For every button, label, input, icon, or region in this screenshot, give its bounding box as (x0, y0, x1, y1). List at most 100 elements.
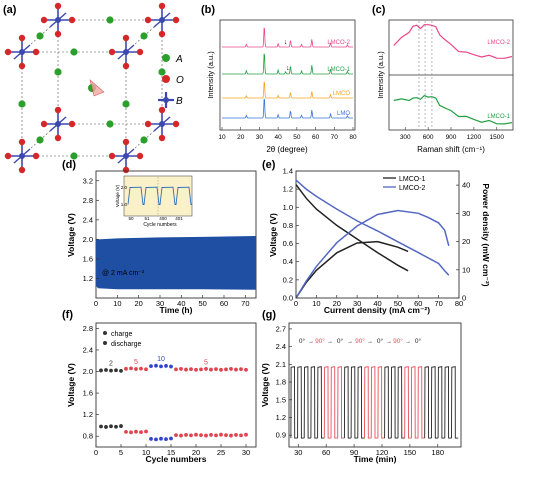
charge-point (214, 367, 218, 372)
panel-label-e: (e) (262, 159, 276, 171)
voltage-curve-lmco-1 (295, 184, 409, 272)
a-site-atom (122, 100, 130, 108)
y-tick-label: 1.6 (83, 389, 93, 398)
voltage-pulse (410, 366, 418, 439)
oxygen-atom (144, 120, 152, 128)
x-tick-label: 50 (198, 299, 206, 308)
discharge-point (239, 433, 243, 438)
oxygen-atom (122, 138, 130, 146)
discharge-point (159, 436, 163, 441)
charge-point (209, 367, 213, 372)
a-site-atom (140, 136, 148, 144)
x-tick-label: 20 (134, 299, 142, 308)
discharge-point (99, 424, 103, 429)
discharge-point (219, 432, 223, 437)
y-tick-label: 0.0 (283, 294, 293, 303)
charge-point (149, 364, 153, 369)
peak-arrow: ↓ (286, 65, 290, 72)
green-sphere-icon (162, 54, 170, 62)
y2-tick-label: 40 (462, 181, 470, 190)
legend-label-discharge: discharge (111, 341, 141, 348)
b-site-atom (123, 49, 129, 55)
charge-point (224, 367, 228, 372)
inset-y-tick-label: 1.0 (121, 202, 128, 207)
inset-voltage-trace (127, 186, 192, 205)
y-tick-label: 1.6 (83, 254, 93, 263)
discharge-point (229, 433, 233, 438)
x-tick-label: 60 (322, 448, 330, 457)
voltage-pulse (384, 366, 392, 439)
oxygen-atom (18, 166, 26, 174)
x-tick-label: 10 (142, 448, 150, 457)
voltage-pulse (317, 366, 325, 439)
x-tick-label: 1500 (490, 134, 505, 141)
y-axis-label-b: Intensity (a.u.) (206, 51, 215, 99)
octahedron-highlight (89, 79, 105, 97)
bend-angle-label: 90° (393, 337, 403, 345)
voltage-pulse (370, 366, 378, 439)
charge-point (139, 366, 143, 371)
legend-label-lmco1: LMCO-1 (399, 176, 426, 183)
a-site-atom (158, 68, 166, 76)
b-site-atom (55, 17, 61, 23)
charge-point (244, 367, 248, 372)
x-tick-label: 40 (275, 134, 283, 141)
x-tick-label: 30 (353, 299, 361, 308)
x-tick-label: 20 (192, 448, 200, 457)
plot-frame-g (288, 322, 462, 448)
discharge-point (114, 424, 118, 429)
xrd-line-lmo (222, 98, 353, 119)
x-tick-label: 120 (376, 448, 389, 457)
x-tick-label: 10 (312, 299, 320, 308)
x-tick-label: 30 (156, 299, 164, 308)
raman-series-label: LMCO-2 (487, 40, 510, 46)
chart-b: LMCO-2 LMCO-1 LMCO LMO ↓ ↓ 10 20 30 40 50 60 70 80 2… (206, 19, 357, 154)
legend-marker-charge (103, 331, 107, 335)
discharge-point (174, 433, 178, 438)
crystal-structure-diagram (4, 2, 180, 174)
b-site-atom (159, 17, 165, 23)
x-axis-label-d: Time (h) (160, 305, 193, 315)
inset-x-tick-label: 50 (128, 216, 134, 221)
x-tick-label: 20 (333, 299, 341, 308)
bend-arrow: → (367, 339, 373, 345)
x-tick-label: 900 (446, 134, 457, 141)
discharge-point (194, 432, 198, 437)
oxygen-atom (136, 152, 144, 160)
oxygen-atom (18, 138, 26, 146)
raman-series-label: LMCO-1 (487, 114, 510, 120)
voltage-pulse (343, 366, 352, 439)
y-tick-label: 3.2 (83, 176, 93, 185)
charge-point (119, 368, 123, 373)
oxygen-atom (68, 120, 76, 128)
oxygen-atom (144, 16, 152, 24)
blue-octahedron-icon (158, 92, 174, 108)
x-tick-label: 30 (294, 448, 302, 457)
y2-tick-label: 20 (462, 237, 470, 246)
discharge-point (154, 437, 158, 442)
plot-frame-f (95, 322, 257, 448)
oxygen-atom (68, 16, 76, 24)
panel-label-f: (f) (62, 309, 73, 321)
x-tick-label: 20 (237, 134, 245, 141)
xrd-line-lmco-2 (222, 27, 353, 48)
charge-point (169, 364, 173, 369)
inset-x-axis-label: Cycle numbers (143, 222, 177, 228)
x-tick-label: 25 (217, 448, 225, 457)
voltage-pulse (404, 366, 412, 439)
x-tick-label: 70 (241, 299, 249, 308)
y-tick-label: 2.4 (83, 345, 93, 354)
x-tick-label: 60 (312, 134, 320, 141)
oxygen-atom (122, 62, 130, 70)
voltage-pulse (397, 366, 405, 439)
voltage-pulse (330, 366, 338, 439)
discharge-point (104, 425, 108, 429)
bend-angle-label: 0° (415, 337, 422, 345)
y-tick-label: 1.2 (83, 274, 93, 283)
charge-point (104, 368, 108, 372)
x-tick-label: 600 (423, 134, 434, 141)
x-tick-label: 0 (94, 448, 98, 457)
oxygen-atom (32, 48, 40, 56)
raman-line-lmco-2 (393, 24, 513, 59)
